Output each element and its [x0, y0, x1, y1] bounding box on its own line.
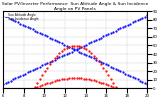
Title: Solar PV/Inverter Performance  Sun Altitude Angle & Sun Incidence Angle on PV Pa: Solar PV/Inverter Performance Sun Altitu…: [2, 2, 148, 11]
Legend: Sun Altitude Angle, Sun Incidence Angle: Sun Altitude Angle, Sun Incidence Angle: [5, 13, 39, 22]
